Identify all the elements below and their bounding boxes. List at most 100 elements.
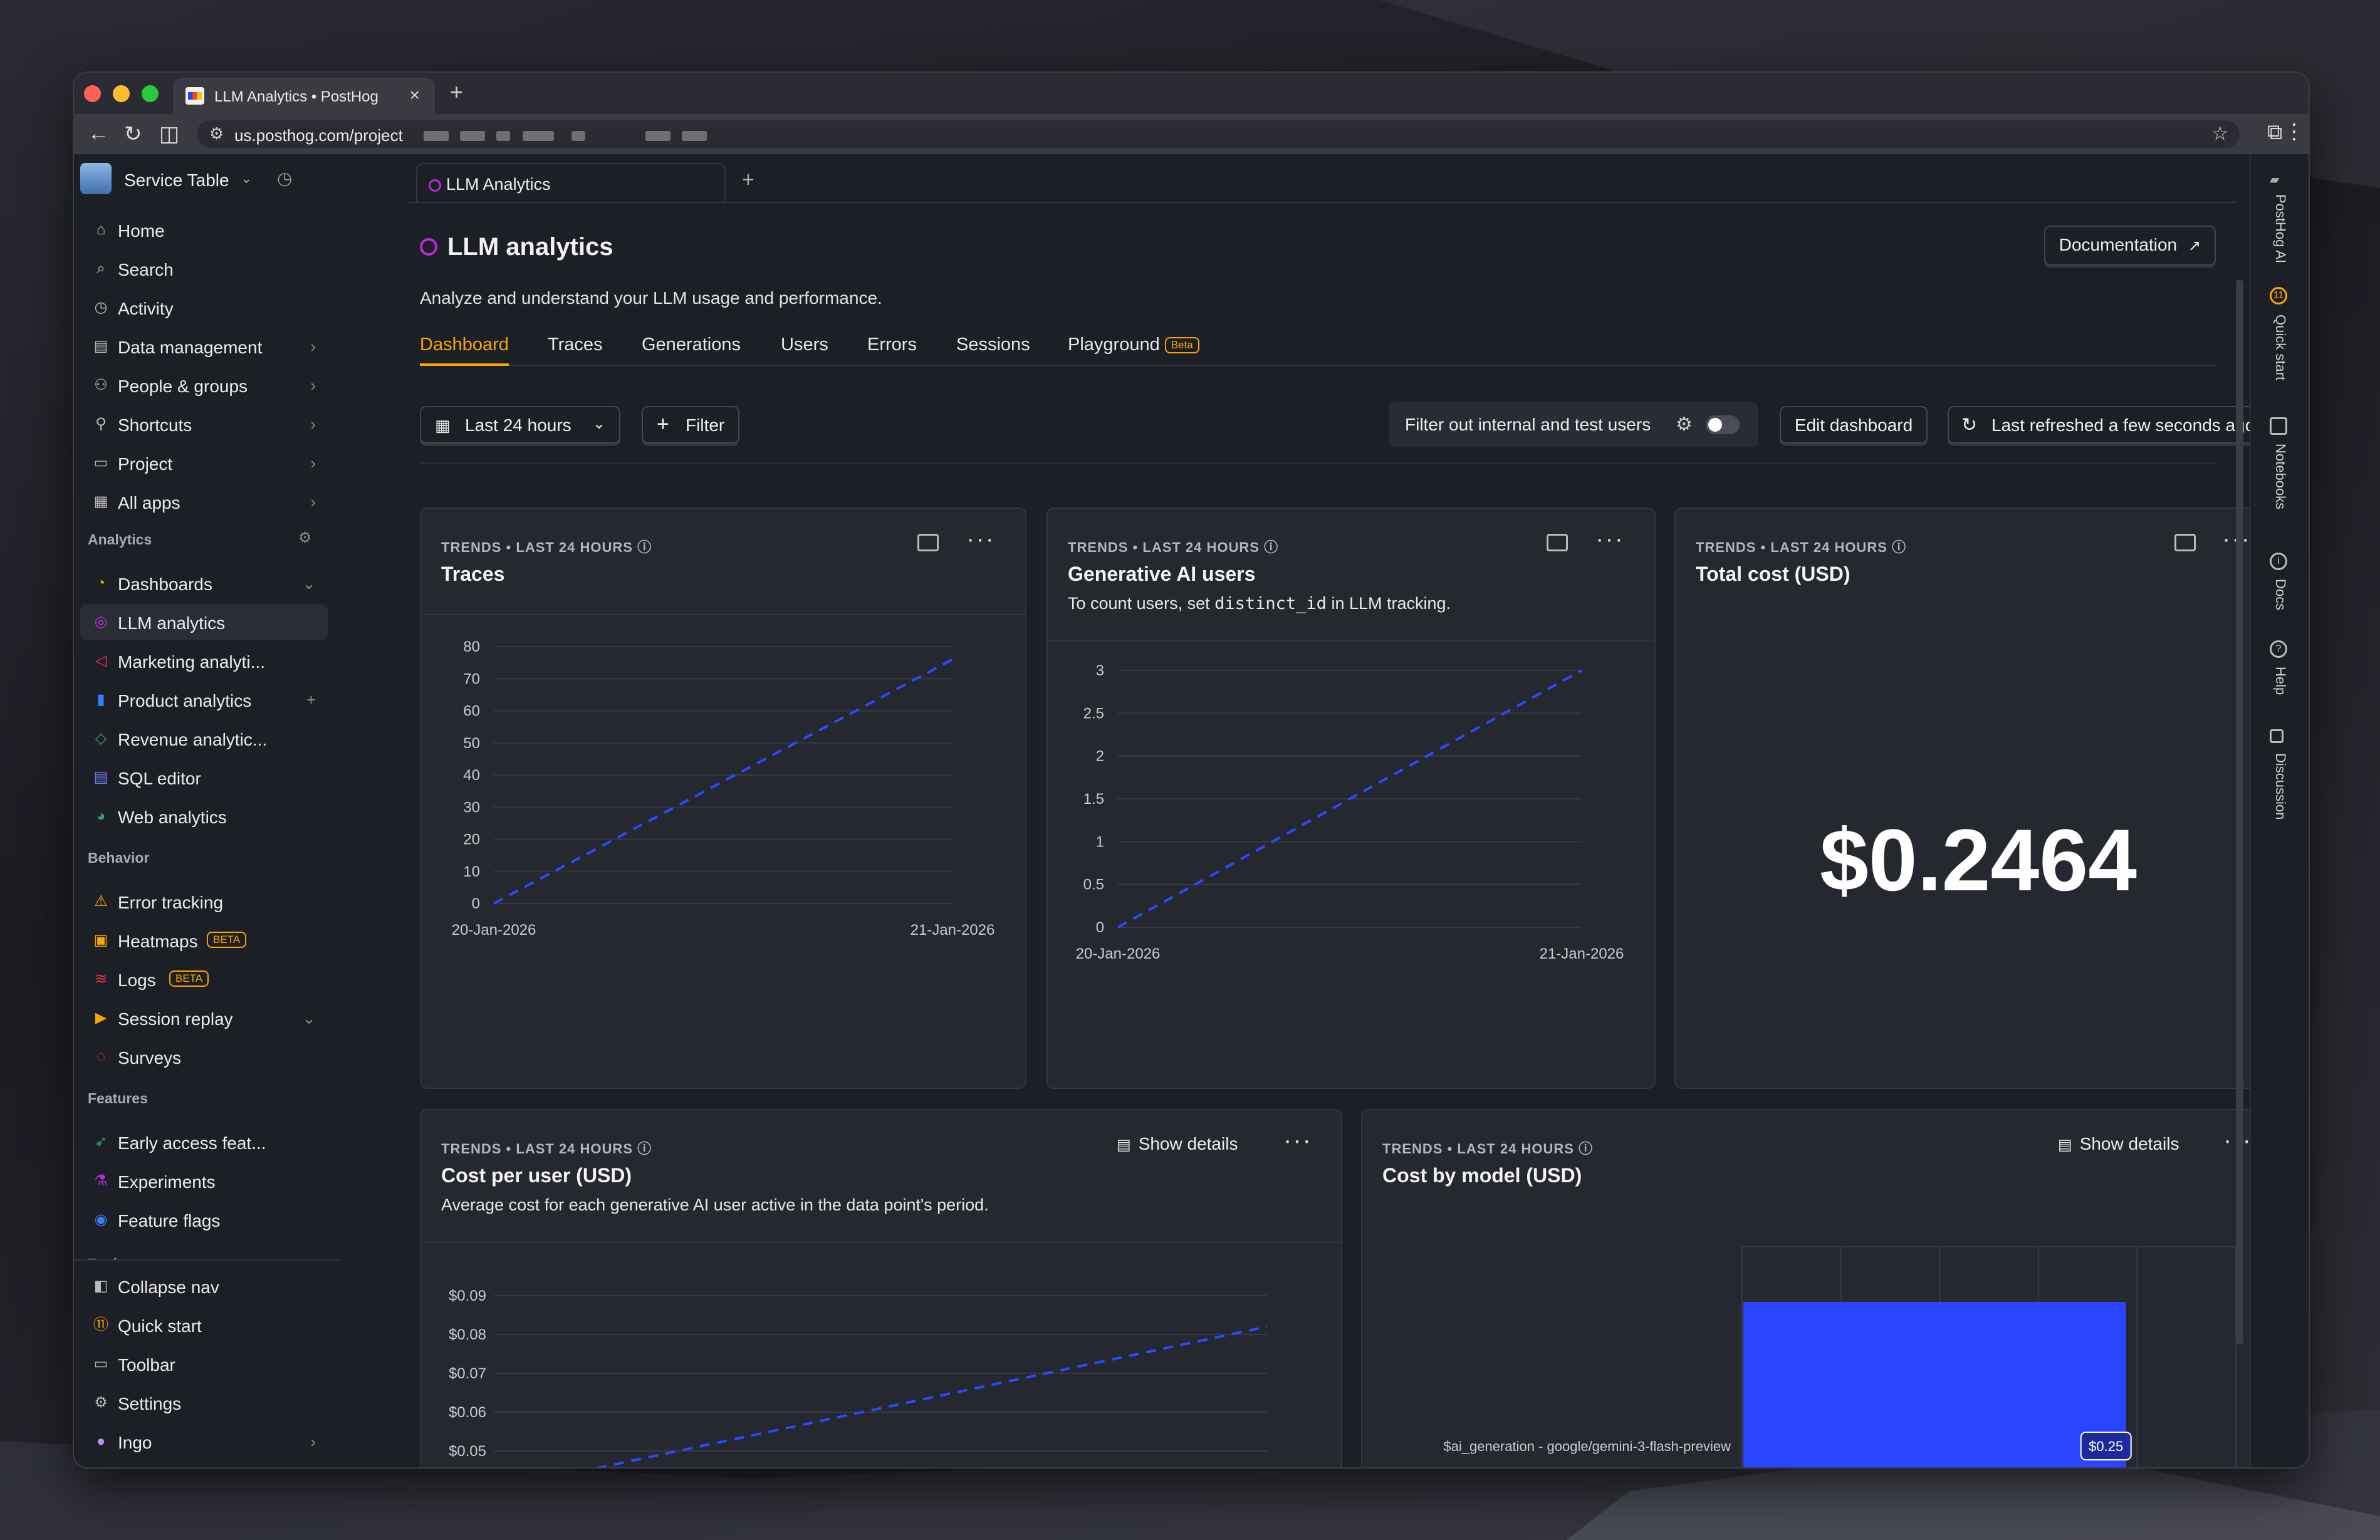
rail-posthog-ai[interactable]: PostHog AI: [2273, 194, 2289, 264]
sidebar-item-web-analytics[interactable]: ◕ Web analytics: [80, 798, 328, 835]
sidebar-item-dashboards[interactable]: ◔ Dashboards ⌄: [80, 565, 328, 601]
sidebar-item-product-analytics[interactable]: ▮ Product analytics +: [80, 682, 328, 718]
sidebar-item-settings[interactable]: ⚙ Settings: [80, 1385, 328, 1421]
page-title: LLM analytics: [447, 233, 613, 261]
total-cost-card: TRENDS • LAST 24 HOURS ⓘ Total cost (USD…: [1674, 507, 2282, 1089]
site-info-icon[interactable]: ⚙: [209, 124, 224, 143]
x-tick-label: 20-Jan-2026: [452, 922, 536, 939]
tab-sessions[interactable]: Sessions: [956, 335, 1030, 355]
sidebar-item-surveys[interactable]: ◌ Surveys: [80, 1039, 328, 1075]
card-more-icon[interactable]: ···: [1595, 525, 1624, 553]
x-tick-label: 20-Jan-2026: [1076, 945, 1161, 962]
maximize-window-button[interactable]: [142, 85, 159, 102]
sidebar-item-all-apps[interactable]: ▦ All apps ›: [80, 484, 328, 520]
card-details-icon[interactable]: [1547, 534, 1568, 551]
sidebar-item-label: Dashboards: [118, 575, 212, 594]
sidebar-item-label: Settings: [118, 1394, 182, 1413]
sidebar-item-people-groups[interactable]: ⚇ People & groups ›: [80, 367, 328, 403]
sidebar-item-sql-editor[interactable]: ▤ SQL editor: [80, 759, 328, 796]
card-title[interactable]: Traces: [441, 563, 505, 585]
sidebar-item-marketing-analyti[interactable]: ◁ Marketing analyti...: [80, 643, 328, 679]
show-details-button[interactable]: ▤ Show details: [1117, 1134, 1238, 1153]
card-title[interactable]: Generative AI users: [1068, 563, 1256, 585]
sidebar-item-experiments[interactable]: ⚗ Experiments: [80, 1163, 328, 1199]
rail-notebooks[interactable]: Notebooks: [2273, 444, 2289, 510]
page-tab-llm-analytics[interactable]: LLM Analytics: [416, 163, 726, 203]
beta-badge: BETA: [207, 932, 247, 948]
card-more-icon[interactable]: ···: [966, 525, 995, 553]
reload-icon[interactable]: ↻: [124, 122, 142, 146]
card-title[interactable]: Cost per user (USD): [441, 1164, 632, 1187]
tab-generations[interactable]: Generations: [642, 335, 741, 355]
show-details-button[interactable]: ▤ Show details: [2058, 1134, 2179, 1153]
filter-button[interactable]: + Filter: [642, 406, 739, 444]
sidebar-item-session-replay[interactable]: ▶ Session replay ⌄: [80, 1000, 328, 1036]
sidebar-item-llm-analytics[interactable]: ◎ LLM analytics: [80, 604, 328, 640]
rail-help[interactable]: Help: [2273, 667, 2289, 695]
filter-internal-toggle[interactable]: [1706, 415, 1740, 434]
history-icon[interactable]: ◷: [277, 169, 293, 188]
tab-errors[interactable]: Errors: [867, 335, 917, 355]
rail-discussion[interactable]: Discussion: [2273, 753, 2289, 820]
date-range-button[interactable]: ▦ Last 24 hours ⌄: [420, 406, 620, 444]
rocket-icon: ➶: [94, 1133, 108, 1150]
documentation-button[interactable]: Documentation ↗: [2043, 226, 2216, 266]
sidebar-item-home[interactable]: ⌂ Home: [80, 212, 328, 248]
edit-dashboard-button[interactable]: Edit dashboard: [1780, 406, 1928, 444]
beta-badge: BETA: [169, 970, 209, 987]
scrollbar[interactable]: [2236, 279, 2243, 1345]
sidebar-item-error-tracking[interactable]: ⚠ Error tracking: [80, 883, 328, 920]
filter-internal-users[interactable]: Filter out internal and test users ⚙: [1389, 402, 1758, 447]
sidebar-item-collapse-nav[interactable]: ◧ Collapse nav: [80, 1268, 328, 1304]
card-header: [1048, 509, 1654, 642]
bookmark-star-icon[interactable]: ☆: [2211, 123, 2228, 144]
card-title[interactable]: Cost by model (USD): [1382, 1164, 1582, 1187]
sidebar-item-data-management[interactable]: ▤ Data management ›: [80, 328, 328, 365]
refresh-button[interactable]: ↻ Last refreshed a few seconds ago: [1948, 406, 2281, 444]
sidebar-item-ingo[interactable]: ● Ingo ›: [80, 1423, 328, 1460]
sidebar-item-revenue-analytic[interactable]: ◇ Revenue analytic...: [80, 721, 328, 757]
card-details-icon[interactable]: [917, 534, 939, 551]
url-field[interactable]: ⚙ us.posthog.com/project ☆: [197, 120, 2240, 148]
sidebar-item-shortcuts[interactable]: ⚲ Shortcuts ›: [80, 406, 328, 442]
tab-dashboard[interactable]: Dashboard: [420, 335, 509, 355]
sidebar-item-activity[interactable]: ◷ Activity: [80, 289, 328, 326]
minimize-window-button[interactable]: [113, 85, 130, 102]
close-tab-icon[interactable]: ×: [409, 85, 420, 105]
tab-playground[interactable]: Playground Beta: [1068, 335, 1199, 355]
gear-icon[interactable]: ⚙: [1676, 414, 1693, 435]
card-more-icon[interactable]: ···: [2222, 525, 2251, 553]
back-icon[interactable]: ←: [88, 122, 109, 145]
posthog-ai-icon: ▰: [2270, 173, 2280, 187]
sidebar-item-early-access-feat[interactable]: ➶ Early access feat...: [80, 1124, 328, 1160]
project-switcher[interactable]: Service Table ⌄: [80, 163, 264, 194]
new-page-tab-icon[interactable]: +: [742, 168, 754, 192]
browser-tab[interactable]: LLM Analytics • PostHog ×: [173, 78, 435, 114]
sidebar-item-logs[interactable]: ≋ Logs BETA: [80, 961, 328, 997]
sidebar-item-feature-flags[interactable]: ◉ Feature flags: [80, 1202, 328, 1238]
sidebar-item-project[interactable]: ▭ Project ›: [80, 445, 328, 481]
card-meta: TRENDS • LAST 24 HOURS ⓘ: [1696, 539, 1907, 555]
grid-icon: ▦: [93, 493, 108, 510]
new-tab-icon[interactable]: +: [450, 79, 464, 105]
tab-users[interactable]: Users: [781, 335, 828, 355]
sidebar-item-toolbar[interactable]: ▭ Toolbar: [80, 1346, 328, 1382]
extensions-icon[interactable]: ⧉: [2267, 120, 2283, 144]
browser-menu-icon[interactable]: ⋮: [2283, 120, 2305, 143]
rail-quick-start[interactable]: Quick start: [2273, 315, 2289, 381]
chevron-down-icon: ⌄: [302, 1009, 316, 1028]
sidebar-item-search[interactable]: ⌕ Search: [80, 251, 328, 287]
analytics-settings-icon[interactable]: ⚙: [298, 529, 312, 546]
card-title[interactable]: Total cost (USD): [1696, 563, 1850, 585]
card-details-icon[interactable]: [2174, 534, 2196, 551]
sidebar-toggle-icon[interactable]: ◫: [159, 122, 180, 146]
last-refreshed-label: Last refreshed a few seconds ago: [1991, 415, 2255, 435]
tab-traces[interactable]: Traces: [548, 335, 603, 355]
sidebar-item-quick-start[interactable]: ⑪ Quick start: [80, 1307, 328, 1343]
rail-docs[interactable]: Docs: [2273, 579, 2289, 611]
plus-icon[interactable]: +: [306, 690, 316, 709]
close-window-button[interactable]: [84, 85, 101, 102]
card-more-icon[interactable]: ···: [1283, 1126, 1312, 1154]
tab-bar: Dashboard Traces Generations Users Error…: [420, 326, 2216, 366]
sidebar-item-heatmaps[interactable]: ▣ Heatmaps BETA: [80, 922, 328, 959]
